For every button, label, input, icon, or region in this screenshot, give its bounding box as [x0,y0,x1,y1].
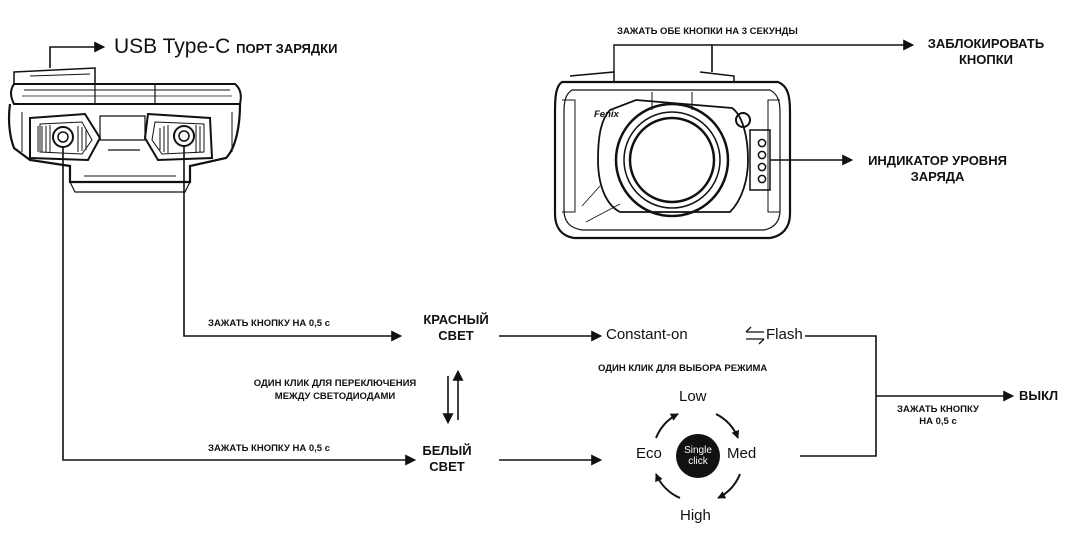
lock-arrow [711,39,915,72]
swap-arrows-icon [745,326,765,345]
red-light-line1: КРАСНЫЙ [423,312,489,327]
battery-led-4 [757,174,767,184]
left-button[interactable] [52,126,74,148]
battery-led-1 [757,138,767,148]
single-click-line2: click [688,456,708,467]
mode-low-label: Low [679,388,707,405]
lock-result: ЗАБЛОКИРОВАТЬ КНОПКИ [916,36,1056,68]
right-button-grip [159,125,205,153]
usb-port-sub: ПОРТ ЗАРЯДКИ [236,41,338,56]
white-light-line2: СВЕТ [429,459,465,474]
off-instruction-line1: ЗАЖАТЬ КНОПКУ [897,404,979,415]
cycle-arrow-high-to-eco [655,473,681,499]
constant-on-label: Constant-on [606,326,688,343]
left-button-grip [37,125,87,153]
mode-select-instruction: ОДИН КЛИК ДЛЯ ВЫБОРА РЕЖИМА [598,363,768,374]
red-light-arrow [183,146,403,342]
mode-eco-label: Eco [636,445,662,462]
single-click-line1: Single [684,445,712,456]
battery-label-line2: ЗАРЯДА [910,169,965,184]
headlamp-front-view-illustration: Fenix [553,71,792,240]
off-label: ВЫКЛ [1019,388,1059,403]
light-sensor [735,112,751,128]
cycle-arrow-low-to-med [715,413,740,439]
red-light-instruction: ЗАЖАТЬ КНОПКУ НА 0,5 с [208,318,331,329]
mode-high-label: High [680,507,711,524]
white-light-line1: БЕЛЫЙ [422,443,472,458]
usb-port-label: USB Type-C ПОРТ ЗАРЯДКИ [114,35,337,59]
off-instruction: ЗАЖАТЬ КНОПКУ НА 0,5 с [883,404,993,428]
red-light-line2: СВЕТ [438,328,474,343]
connector-lines [49,39,1015,466]
lock-button-line-left [613,44,712,72]
white-light-arrow [62,147,417,466]
battery-indicator-label: ИНДИКАТОР УРОВНЯ ЗАРЯДА [855,153,1020,185]
battery-led-3 [757,162,767,172]
single-click-button-icon[interactable] [676,434,720,478]
cycle-arrow-eco-to-low [655,413,679,439]
flash-label: Flash [766,326,803,343]
white-light-label: БЕЛЫЙ СВЕТ [408,443,486,475]
lock-result-line2: КНОПКИ [958,52,1014,67]
lock-instruction: ЗАЖАТЬ ОБЕ КНОПКИ НА 3 СЕКУНДЫ [617,26,798,37]
switch-instruction-line1: ОДИН КЛИК ДЛЯ ПЕРЕКЛЮЧЕНИЯ [253,378,417,389]
red-light-label: КРАСНЫЙ СВЕТ [408,312,504,344]
battery-indicator-panel [749,129,771,191]
off-instruction-line2: НА 0,5 с [919,416,957,427]
switch-instruction-line2: МЕЖДУ СВЕТОДИОДАМИ [274,391,396,402]
switch-instruction: ОДИН КЛИК ДЛЯ ПЕРЕКЛЮЧЕНИЯ МЕЖДУ СВЕТОДИ… [235,377,435,403]
mode-cycle [655,413,741,499]
headlamp-top-view-illustration [7,67,242,193]
white-light-instruction: ЗАЖАТЬ КНОПКУ НА 0,5 с [208,443,331,454]
usb-arrow [49,41,106,68]
single-click-text: Single click [676,445,720,467]
battery-label-line1: ИНДИКАТОР УРОВНЯ [868,153,1007,168]
usb-port-type: USB Type-C [114,35,231,58]
mode-med-label: Med [727,445,757,462]
lock-result-line1: ЗАБЛОКИРОВАТЬ [927,36,1045,51]
cycle-arrow-med-to-high [717,473,741,499]
brand-logo: Fenix [594,109,620,120]
battery-led-2 [757,150,767,160]
right-button[interactable] [173,125,195,147]
off-bracket-line [800,335,877,457]
